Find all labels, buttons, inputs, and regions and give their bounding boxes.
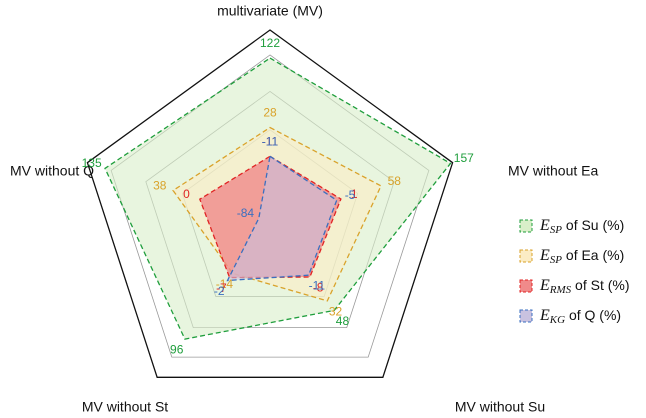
grid-ring <box>86 29 454 378</box>
legend-label: EKG of Q (%) <box>539 307 621 326</box>
axis-label: MV without Q <box>10 163 94 179</box>
value-label: -14 <box>216 277 234 291</box>
value-label: -8 <box>313 280 324 294</box>
value-label: -11 <box>309 279 326 293</box>
value-label: -11 <box>262 134 279 148</box>
value-label: 96 <box>170 343 184 357</box>
value-label: 0 <box>183 187 190 201</box>
value-label: 122 <box>260 36 280 50</box>
value-label: -11 <box>262 134 279 148</box>
value-label: 48 <box>336 314 350 328</box>
legend-swatch <box>519 249 533 263</box>
axis-label: MV without Ea <box>508 163 598 179</box>
legend-label: ESP of Su (%) <box>539 217 624 236</box>
value-label: 38 <box>153 178 167 192</box>
value-label: -5 <box>345 188 356 202</box>
axis-label: MV without St <box>82 399 168 415</box>
value-label: 58 <box>388 174 402 188</box>
legend-swatch <box>519 219 533 233</box>
legend-swatch <box>519 309 533 323</box>
value-label: -84 <box>237 206 255 220</box>
legend-label: ERMS of St (%) <box>539 277 630 296</box>
series-area <box>226 155 338 282</box>
legend-swatch <box>519 279 533 293</box>
value-label: 32 <box>329 304 343 318</box>
value-label: 135 <box>82 156 102 170</box>
value-label: 28 <box>263 106 277 120</box>
value-label: -2 <box>214 284 225 298</box>
value-label: 157 <box>454 151 474 165</box>
axis-label: multivariate (MV) <box>217 3 323 19</box>
axis-label: MV without Su <box>455 399 545 415</box>
value-label: -7 <box>216 281 227 295</box>
legend-label: ESP of Ea (%) <box>539 247 624 266</box>
value-label: 1 <box>351 187 358 201</box>
